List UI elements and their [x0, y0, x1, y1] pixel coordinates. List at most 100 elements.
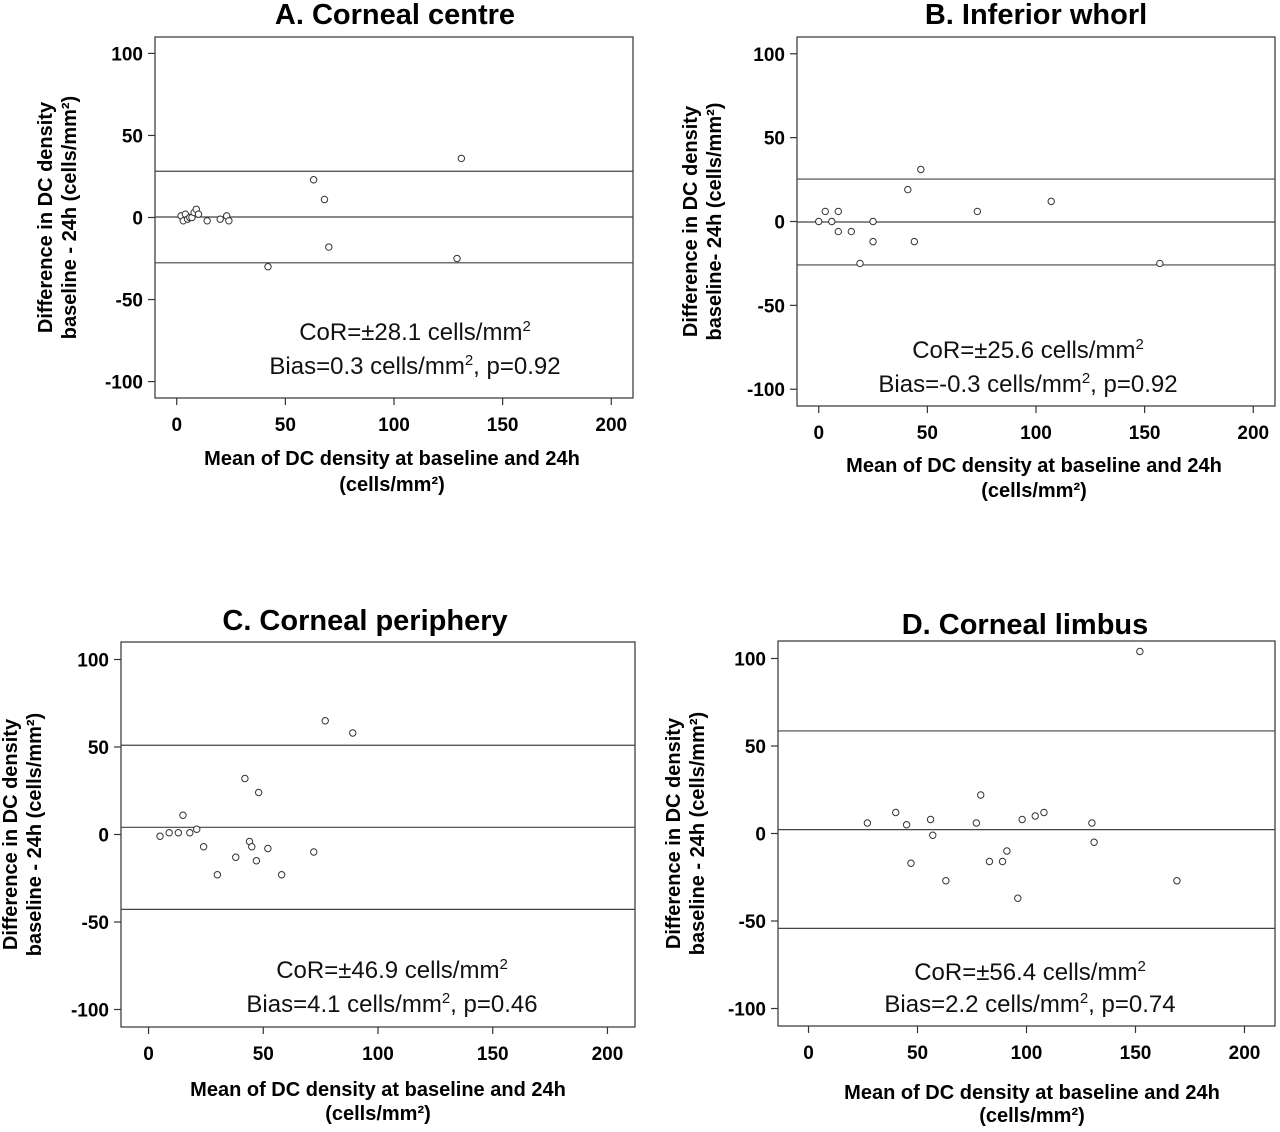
data-point: [213, 871, 222, 879]
x-tick-label: 200: [1237, 423, 1269, 444]
data-point: [929, 831, 937, 839]
data-point: [1014, 894, 1022, 902]
panel-a-title: A. Corneal centre: [275, 0, 515, 31]
y-tick-label: 100: [753, 45, 785, 66]
data-point: [248, 843, 256, 851]
x-tick-label: 0: [813, 423, 824, 444]
data-point: [815, 217, 823, 226]
x-tick-label: 200: [1229, 1043, 1261, 1064]
panel-d: D. Corneal limbus -100 -50 0 50 100 0 50 100 150 2…: [663, 609, 1276, 1127]
data-point: [942, 877, 950, 885]
data-point: [1156, 259, 1164, 268]
data-point: [321, 717, 329, 725]
x-tick-label: 100: [378, 415, 410, 436]
data-point: [902, 821, 911, 829]
data-point: [926, 815, 935, 824]
data-point: [917, 165, 925, 174]
panel-b-title: B. Inferior whorl: [925, 0, 1147, 31]
data-point: [972, 819, 981, 827]
data-point: [973, 207, 982, 216]
y-axis-label-line2: baseline- 24h (cells/mm²): [704, 103, 726, 341]
data-point: [309, 176, 318, 184]
data-point: [254, 788, 263, 797]
data-point: [232, 853, 240, 861]
data-point: [1047, 197, 1055, 206]
panel-a: A. Corneal centre -100 -50 0 50 100 0 50 100 150 2…: [35, 0, 634, 496]
data-point: [977, 791, 985, 799]
panel-d-title: D. Corneal limbus: [902, 609, 1149, 641]
data-point: [193, 825, 201, 833]
y-tick-label: -50: [739, 912, 766, 933]
x-tick-label: 100: [362, 1044, 394, 1065]
x-axis-label: Mean of DC density at baseline and 24h: [844, 1082, 1220, 1104]
y-tick-label: -100: [105, 373, 143, 394]
panel-c: C. Corneal periphery -100 -50 0 50 100 0 50 100 1…: [0, 605, 636, 1125]
y-tick-label: 50: [122, 126, 143, 147]
x-tick-label: 0: [803, 1043, 814, 1064]
bias-annotation: Bias=2.2 cells/mm2, p=0.74: [884, 990, 1175, 1018]
y-tick-label: -50: [758, 296, 785, 317]
y-tick-label: -100: [728, 1000, 766, 1021]
data-point: [199, 843, 208, 851]
data-point: [264, 263, 272, 271]
data-point: [453, 254, 461, 263]
data-point: [910, 237, 919, 246]
y-tick-label: 0: [98, 826, 109, 847]
y-tick-label: 50: [88, 738, 109, 759]
data-point: [179, 811, 187, 819]
y-axis-label: Difference in DC density: [0, 718, 22, 950]
data-point: [907, 859, 915, 867]
y-axis-label-line2: baseline - 24h (cells/mm²): [24, 713, 46, 956]
data-point: [869, 237, 877, 246]
y-tick-label: -100: [747, 380, 785, 401]
data-point: [1088, 819, 1096, 827]
bias-annotation: Bias=4.1 cells/mm2, p=0.46: [246, 990, 537, 1018]
x-axis-label: Mean of DC density at baseline and 24h: [846, 455, 1222, 477]
cor-annotation: CoR=±25.6 cells/mm2: [912, 336, 1144, 364]
data-point: [869, 217, 877, 226]
y-tick-label: -50: [82, 913, 109, 934]
data-point: [310, 848, 318, 856]
x-tick-label: 0: [171, 415, 182, 436]
x-tick-label: 0: [143, 1044, 154, 1065]
x-axis-label-units: (cells/mm²): [979, 1105, 1085, 1127]
data-point: [241, 774, 249, 783]
data-point: [1003, 847, 1011, 855]
y-tick-label: 100: [734, 650, 766, 671]
y-axis-label: Difference in DC density: [680, 105, 702, 337]
data-point: [1136, 647, 1144, 656]
data-point: [1173, 877, 1181, 885]
x-axis-label: Mean of DC density at baseline and 24h: [190, 1079, 566, 1101]
data-point: [320, 195, 329, 204]
data-point: [325, 243, 333, 251]
x-axis-label-units: (cells/mm²): [325, 1103, 431, 1125]
data-point: [225, 217, 233, 225]
data-point: [165, 829, 173, 837]
data-point: [1031, 812, 1039, 820]
y-axis-label: Difference in DC density: [663, 717, 685, 949]
x-axis-label-units: (cells/mm²): [339, 474, 445, 496]
x-tick-label: 100: [1020, 423, 1052, 444]
y-axis-label: Difference in DC density: [35, 101, 57, 333]
data-point: [904, 185, 912, 194]
data-point: [985, 857, 994, 866]
y-tick-label: 0: [132, 209, 143, 230]
y-tick-label: 50: [764, 129, 785, 150]
data-point: [828, 217, 836, 226]
y-axis-label-line2: baseline - 24h (cells/mm²): [687, 712, 709, 955]
data-point: [1040, 808, 1048, 817]
data-point: [174, 829, 183, 837]
y-tick-label: 0: [774, 213, 785, 234]
cor-annotation: CoR=±56.4 cells/mm2: [914, 958, 1146, 986]
x-axis-label: Mean of DC density at baseline and 24h: [204, 448, 580, 470]
x-tick-label: 50: [275, 415, 296, 436]
cor-annotation: CoR=±28.1 cells/mm2: [299, 318, 531, 346]
data-point: [834, 207, 842, 216]
data-point: [1090, 838, 1098, 846]
data-point: [892, 808, 900, 817]
y-tick-label: 100: [111, 44, 143, 65]
data-point: [194, 210, 203, 218]
data-point: [203, 217, 211, 225]
data-point: [457, 154, 466, 163]
data-point: [1018, 815, 1026, 824]
